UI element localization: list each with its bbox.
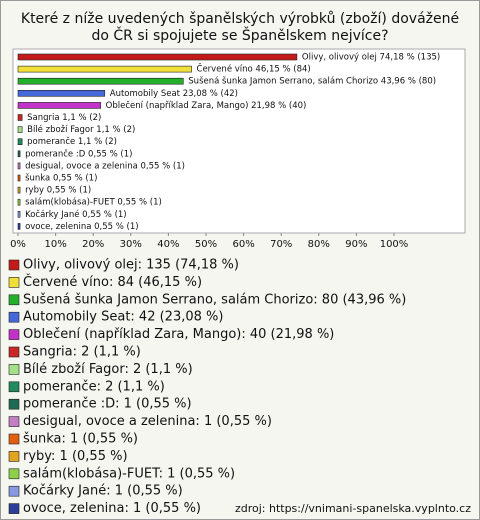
legend-label: Oblečení (například Zara, Mango): 40 (21… [23,327,334,342]
bar-label: ovoce, zelenina 0,55 % (1) [25,222,139,232]
bar [17,53,298,61]
bar-label: pomeranče :D 0,55 % (1) [25,148,132,159]
bar [17,150,21,158]
bar-label: salám(klobása)-FUET 0,55 % (1) [25,198,162,208]
legend-swatch [8,485,20,497]
legend-label: Kočárky Jané: 1 (0,55 %) [23,484,183,499]
legend-swatch [8,346,20,358]
legend-swatch [8,503,20,514]
legend-swatch [8,468,20,480]
x-tick-label: 40% [157,239,179,250]
bar [17,138,23,145]
legend-swatch [8,381,20,393]
legend-label: Olivy, olivový olej: 135 (74,18 %) [23,258,239,273]
bar [17,211,21,218]
bar [17,162,21,170]
legend-label: Sušená šunka Jamon Serrano, salám Choriz… [23,292,406,307]
legend-label: Bílé zboží Fagor: 2 (1,1 %) [23,362,193,377]
bar [17,186,21,194]
x-tick-label: 100% [380,239,409,250]
legend-swatch [8,329,20,340]
bar [17,77,184,85]
x-tick-label: 10% [44,239,66,250]
bar-label: Automobily Seat 23,08 % (42) [110,89,238,99]
x-tick-label: 20% [82,239,104,250]
x-tick-label: 30% [120,239,142,250]
bar-label: Sangria 1,1 % (2) [27,113,101,123]
legend-swatch [8,433,20,445]
legend-label: Červené víno: 84 (46,15 %) [23,274,202,290]
legend-label: ryby: 1 (0,55 %) [23,449,128,464]
legend-label: Automobily Seat: 42 (23,08 %) [23,310,223,325]
legend-label: šunka: 1 (0,55 %) [23,432,138,447]
x-tick-label: 0% [10,239,26,250]
bar [17,174,21,182]
bar-label: Olivy, olivový olej 74,18 % (135) [302,53,440,63]
bar-label: šunka 0,55 % (1) [25,173,97,184]
chart-title: Které z níže uvedených španělských výrob… [20,11,460,44]
legend-swatch [8,398,20,410]
legend-swatch [8,451,20,462]
source: zdroj: https://vnimani-spanelska.vyplnto… [235,502,471,515]
bar [17,114,23,121]
bar [17,223,21,230]
bar-label: pomeranče 1,1 % (2) [27,136,117,147]
bar-label: Bílé zboží Fagor 1,1 % (2) [27,124,135,135]
x-tick-label: 50% [195,239,217,250]
bar-label: ryby 0,55 % (1) [25,186,91,196]
legend-swatch [8,294,20,306]
bar-label: Kočárky Jané 0,55 % (1) [25,209,127,220]
legend-swatch [8,416,20,427]
legend-swatch [8,364,20,375]
bar-label: desigual, ovoce a zelenina 0,55 % (1) [25,161,185,171]
bar-label: Červené víno 46,15 % (84) [197,63,311,75]
legend-label: salám(klobása)-FUET: 1 (0,55 %) [23,466,235,481]
bar-label: Sušená šunka Jamon Serrano, salám Choriz… [188,76,436,87]
legend-swatch [8,277,20,288]
legend-label: desigual, ovoce a zelenina: 1 (0,55 %) [23,414,272,429]
x-tick-label: 90% [345,239,367,250]
legend-label: Sangria: 2 (1,1 %) [23,345,141,360]
x-tick-label: 80% [308,239,330,250]
bar [17,198,21,206]
legend-swatch [8,311,20,323]
legend-swatch [8,259,20,271]
legend-label: pomeranče :D: 1 (0,55 %) [23,397,192,412]
bar [17,65,192,73]
legend-label: ovoce, zelenina: 1 (0,55 %) [23,501,201,516]
bar-label: Oblečení (například Zara, Mango) 21,98 %… [106,100,307,111]
legend-label: pomeranče: 2 (1,1 %) [23,379,165,394]
x-tick-label: 70% [270,239,292,250]
bar [17,102,101,109]
bar [17,90,106,97]
bar [17,126,23,133]
x-tick-label: 60% [232,239,254,250]
